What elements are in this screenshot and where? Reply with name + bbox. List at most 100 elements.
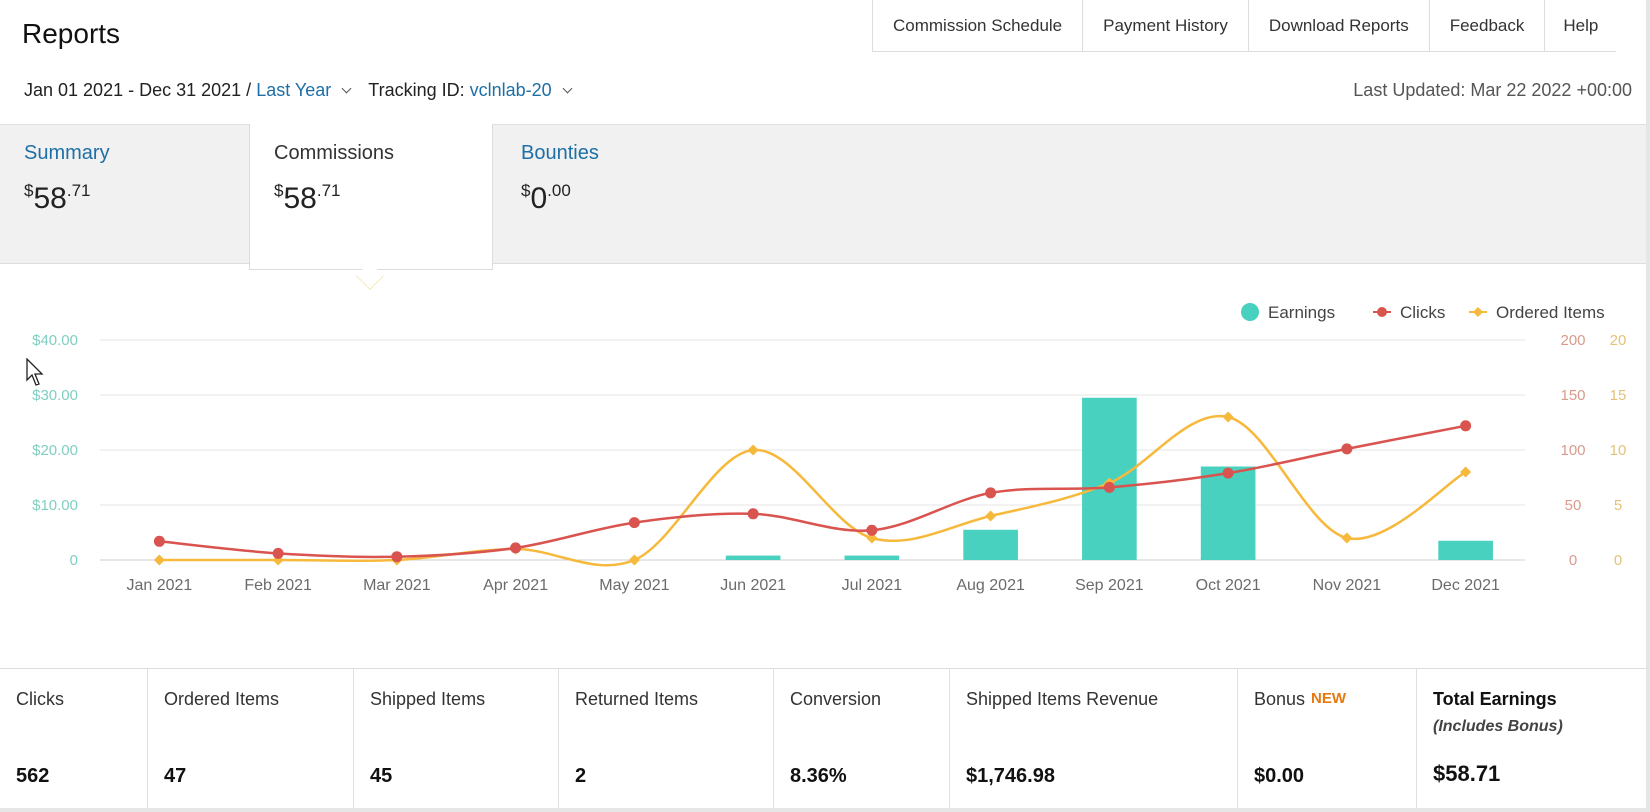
period-dropdown[interactable]: Last Year <box>256 80 332 100</box>
stat-value: 45 <box>370 765 393 787</box>
right-axis-tick: 10 <box>1610 442 1627 459</box>
legend-label: Earnings <box>1268 303 1335 322</box>
tab-band <box>0 124 1646 264</box>
clicks-point <box>1222 467 1234 479</box>
earnings-bar <box>725 555 781 560</box>
ordered-items-point <box>866 532 878 544</box>
clicks-point <box>391 551 403 563</box>
left-axis-tick: 0 <box>70 552 78 569</box>
tracking-label: Tracking ID: <box>368 80 465 100</box>
stat-returned-items: Returned Items 2 <box>559 669 774 809</box>
stat-label: Total Earnings <box>1433 689 1557 709</box>
x-axis-tick: Feb 2021 <box>244 577 312 594</box>
tab-amount: $0.00 <box>521 181 571 215</box>
right-axis-tick: 0 <box>1569 552 1577 569</box>
chevron-down-icon[interactable] <box>562 83 573 94</box>
tab-amount: $58.71 <box>274 181 341 215</box>
commission-schedule-button[interactable]: Commission Schedule <box>873 0 1084 52</box>
right-axis-tick: 100 <box>1560 442 1585 459</box>
tab-label: Summary <box>24 142 110 164</box>
stats-bar: Clicks 562 Ordered Items 47 Shipped Item… <box>0 668 1646 809</box>
download-reports-button[interactable]: Download Reports <box>1249 0 1430 52</box>
stat-bonus: Bonus NEW $0.00 <box>1238 669 1417 809</box>
legend-label: Ordered Items <box>1496 303 1605 322</box>
ordered-items-point <box>1460 466 1472 478</box>
earnings-bar <box>963 529 1018 560</box>
last-updated-text: Last Updated: Mar 22 2022 +00:00 <box>1353 80 1632 100</box>
earnings-bar <box>844 555 900 560</box>
new-badge: NEW <box>1311 690 1347 707</box>
frame-border <box>0 808 1650 812</box>
filter-bar: Jan 01 2021 - Dec 31 2021 / Last Year Tr… <box>24 80 589 101</box>
page-title: Reports <box>22 18 121 49</box>
ordered-items-point <box>628 554 640 566</box>
right-axis-tick: 200 <box>1560 332 1585 349</box>
right-axis-tick: 15 <box>1610 387 1627 404</box>
clicks-point <box>628 517 640 529</box>
tab-commissions[interactable]: Commissions $58.71 <box>249 124 493 270</box>
chevron-down-icon[interactable] <box>341 83 352 94</box>
stat-label: Shipped Items <box>370 689 486 709</box>
right-axis-tick: 5 <box>1614 497 1622 514</box>
clicks-point <box>510 542 522 554</box>
legend-marker <box>1473 307 1483 317</box>
frame-border <box>1646 0 1650 812</box>
tab-bounties[interactable]: Bounties $0.00 <box>497 124 741 264</box>
x-axis-tick: Sep 2021 <box>1075 577 1144 594</box>
earnings-bar <box>1200 466 1256 560</box>
earnings-chart: 0 0 0 $10.00 50 5 $20.00 100 10 $30.00 150 15 $40.00… <box>0 264 1646 668</box>
legend-label: Clicks <box>1400 303 1445 322</box>
x-axis-tick: Jan 2021 <box>126 577 192 594</box>
tab-summary[interactable]: Summary $58.71 <box>0 124 244 264</box>
left-axis-tick: $40.00 <box>32 332 78 349</box>
clicks-point <box>1103 481 1115 493</box>
stat-label: Conversion <box>790 689 882 709</box>
clicks-point <box>985 487 997 499</box>
ordered-items-point <box>985 510 997 522</box>
clicks-point <box>1341 443 1353 455</box>
stat-sublabel: (Includes Bonus) <box>1433 718 1563 735</box>
stat-value: 47 <box>164 765 187 787</box>
stat-shipped-items: Shipped Items 45 <box>354 669 559 809</box>
stat-value: $58.71 <box>1433 761 1501 786</box>
help-button[interactable]: Help <box>1563 16 1599 35</box>
tracking-id-dropdown[interactable]: vclnlab-20 <box>469 80 552 100</box>
payment-history-button[interactable]: Payment History <box>1083 0 1249 52</box>
clicks-point <box>272 547 284 559</box>
left-axis-tick: $30.00 <box>32 387 78 404</box>
stat-value: 8.36% <box>790 765 847 787</box>
x-axis-tick: Oct 2021 <box>1196 577 1261 594</box>
stat-total-earnings: Total Earnings (Includes Bonus) $58.71 <box>1417 669 1646 809</box>
clicks-point <box>153 535 165 547</box>
stat-label: Clicks <box>16 689 64 709</box>
ordered-items-point <box>153 554 165 566</box>
clicks-point <box>1460 420 1472 432</box>
top-nav: Commission Schedule Payment History Down… <box>872 0 1617 52</box>
chart-svg: 0 0 0 $10.00 50 5 $20.00 100 10 $30.00 150 15 $40.00… <box>32 303 1627 594</box>
x-axis-tick: Dec 2021 <box>1431 577 1500 594</box>
stat-label: Returned Items <box>575 689 699 709</box>
legend-marker <box>1241 303 1259 321</box>
ordered-items-point <box>747 444 759 456</box>
stat-conversion: Conversion 8.36% <box>774 669 950 809</box>
x-axis-tick: Nov 2021 <box>1313 577 1382 594</box>
right-axis-tick: 150 <box>1560 387 1585 404</box>
stat-value: $0.00 <box>1254 765 1305 787</box>
date-range-text: Jan 01 2021 - Dec 31 2021 / <box>24 80 252 100</box>
x-axis-tick: Mar 2021 <box>363 577 431 594</box>
left-axis-tick: $10.00 <box>32 497 78 514</box>
x-axis-tick: Apr 2021 <box>483 577 548 594</box>
ordered-items-point <box>1222 411 1234 423</box>
stat-clicks: Clicks 562 <box>0 669 148 809</box>
clicks-line <box>159 424 1466 559</box>
stat-ordered-items: Ordered Items 47 <box>148 669 354 809</box>
feedback-button[interactable]: Feedback <box>1430 0 1546 52</box>
stat-value: 562 <box>16 765 50 787</box>
stat-value: $1,746.98 <box>966 765 1055 787</box>
x-axis-tick: Jun 2021 <box>720 577 786 594</box>
x-axis-tick: Aug 2021 <box>956 577 1025 594</box>
right-axis-tick: 20 <box>1610 332 1627 349</box>
tab-label: Bounties <box>521 142 599 164</box>
stat-label: Ordered Items <box>164 689 280 709</box>
